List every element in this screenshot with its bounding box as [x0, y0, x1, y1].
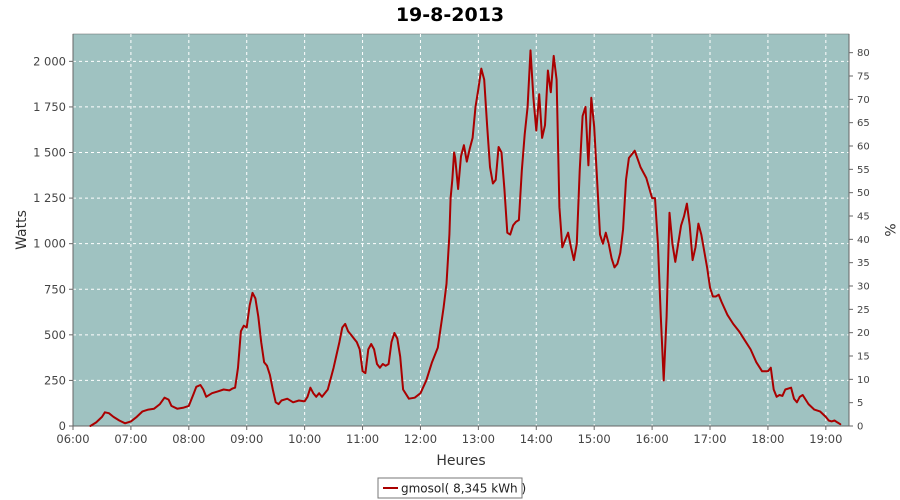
y2-tick-label: 20 — [857, 328, 870, 339]
y2-tick-label: 70 — [857, 95, 870, 106]
x-axis-label: Heures — [436, 453, 485, 469]
plot-area — [72, 33, 850, 427]
y2-tick-label: 35 — [857, 258, 870, 269]
y-tick-label: 2 000 — [33, 54, 66, 68]
y-tick-label: 0 — [59, 419, 66, 433]
x-tick-label: 17:00 — [693, 432, 726, 446]
grid — [72, 34, 849, 426]
x-tick-label: 18:00 — [751, 432, 784, 446]
x-tick-label: 07:00 — [114, 432, 147, 446]
y2-tick-label: 40 — [857, 235, 870, 246]
y-tick-label: 750 — [44, 282, 66, 296]
x-tick-label: 12:00 — [404, 432, 437, 446]
y2-tick-label: 65 — [857, 118, 870, 129]
legend-box — [377, 477, 523, 499]
legend-entry-label: gmosol( 8,345 kWh ) — [401, 482, 526, 496]
legend: gmosol( 8,345 kWh ) — [377, 477, 526, 499]
series-layer — [89, 49, 842, 427]
x-tick-label: 13:00 — [462, 432, 495, 446]
y2-tick-label: 50 — [857, 188, 870, 199]
y-tick-label: 1 500 — [33, 146, 66, 160]
y2-tick-label: 15 — [857, 352, 870, 363]
y-tick-label: 250 — [44, 373, 66, 387]
y2-tick-label: 10 — [857, 375, 870, 386]
y2-tick-label: 75 — [857, 72, 870, 83]
y-tick-label: 1 000 — [33, 237, 66, 251]
y-tick-label: 1 250 — [33, 191, 66, 205]
x-tick-label: 06:00 — [56, 432, 89, 446]
x-tick-label: 09:00 — [230, 432, 263, 446]
y2-tick-label: 30 — [857, 282, 870, 293]
x-tick-label: 08:00 — [172, 432, 205, 446]
y2-tick-label: 25 — [857, 305, 870, 316]
x-tick-label: 16:00 — [636, 432, 669, 446]
x-tick-label: 11:00 — [346, 432, 379, 446]
y2-tick-label: 5 — [857, 398, 863, 409]
y2-tick-label: 60 — [857, 142, 870, 153]
x-tick-label: 19:00 — [809, 432, 842, 446]
chart-title: 19-8-2013 — [396, 4, 504, 26]
x-tick-label: 14:00 — [520, 432, 553, 446]
y-axis-label: Watts — [14, 210, 30, 250]
y2-tick-label: 0 — [857, 422, 863, 433]
y-tick-label: 1 750 — [33, 100, 66, 114]
x-tick-label: 15:00 — [578, 432, 611, 446]
y-tick-label: 500 — [44, 328, 66, 342]
series-line — [89, 49, 842, 427]
y2-tick-label: 55 — [857, 165, 870, 176]
axes: 06:00 07:00 08:00 09:00 10:00 11:00 12:00 13:00… — [33, 34, 870, 446]
y2-tick-label: 80 — [857, 48, 870, 59]
x-tick-label: 10:00 — [288, 432, 321, 446]
y2-axis-label: % — [881, 223, 897, 236]
y2-tick-label: 45 — [857, 212, 870, 223]
